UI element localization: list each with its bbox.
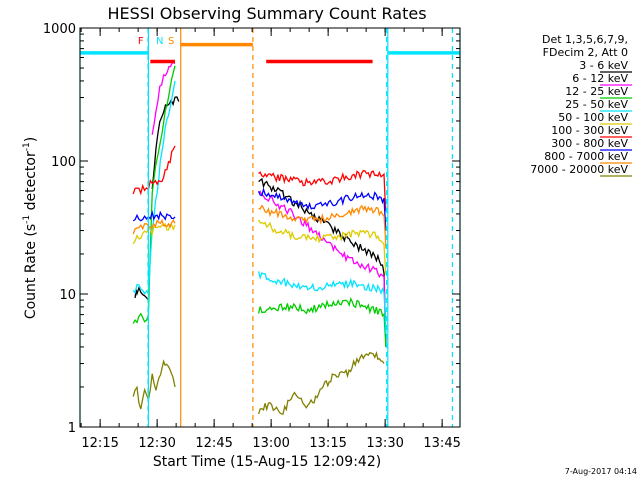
legend-entry-label: 800 - 7000 keV bbox=[544, 150, 628, 163]
marker-letter-n: N bbox=[156, 36, 163, 47]
series-line bbox=[151, 96, 180, 189]
y-axis-label: Count Rate (s-1 detector-1) bbox=[22, 137, 39, 319]
series-line bbox=[132, 359, 176, 410]
legend-entry-label: 50 - 100 keV bbox=[558, 111, 628, 124]
x-axis-label: Start Time (15-Aug-15 12:09:42) bbox=[153, 454, 381, 470]
axis-layer: 12:15 12:30 12:45 13:00 13:15 13:30 13:45 1 10 10… bbox=[43, 22, 461, 451]
series-line bbox=[258, 219, 387, 275]
legend: Det 1,3,5,6,7,9, FDecim 2, Att 0 3 - 6 k… bbox=[530, 33, 632, 177]
y-tick-label: 1 bbox=[68, 421, 76, 436]
legend-header-2: FDecim 2, Att 0 bbox=[543, 46, 628, 59]
x-tick-label: 12:30 bbox=[138, 436, 175, 451]
y-tick-label: 10 bbox=[59, 288, 76, 303]
series-line bbox=[257, 296, 387, 347]
x-tick-label: 13:00 bbox=[252, 436, 289, 451]
series-line bbox=[258, 186, 387, 231]
legend-entry-label: 12 - 25 keV bbox=[565, 85, 628, 98]
plot-frame bbox=[79, 27, 461, 428]
legend-entry-label: 25 - 50 keV bbox=[565, 98, 628, 111]
series-line bbox=[132, 145, 176, 196]
legend-entry-label: 300 - 800 keV bbox=[551, 137, 628, 150]
series-line bbox=[132, 222, 176, 245]
x-tick-label: 13:15 bbox=[309, 436, 346, 451]
legend-entry-label: 6 - 12 keV bbox=[572, 72, 628, 85]
legend-entry-label: 3 - 6 keV bbox=[579, 59, 628, 72]
y-tick-label: 1000 bbox=[43, 22, 76, 37]
y-tick-label: 100 bbox=[51, 155, 76, 170]
chart-title: HESSI Observing Summary Count Rates bbox=[107, 4, 426, 23]
series-line bbox=[258, 169, 387, 212]
series-line bbox=[151, 61, 176, 135]
series-line bbox=[257, 351, 385, 415]
series-line bbox=[257, 271, 387, 335]
series-line bbox=[258, 190, 387, 335]
marker-letter-f: F bbox=[138, 36, 144, 47]
series-line bbox=[132, 218, 176, 235]
x-tick-label: 13:30 bbox=[366, 436, 403, 451]
footer-date: 7-Aug-2017 04:14 bbox=[565, 467, 637, 476]
series-line bbox=[132, 209, 176, 222]
legend-entry-label: 7000 - 20000 keV bbox=[530, 163, 628, 176]
series-line bbox=[132, 65, 176, 324]
series-line bbox=[132, 80, 176, 295]
x-tick-label: 13:45 bbox=[423, 436, 460, 451]
series-line bbox=[258, 204, 387, 249]
series-line bbox=[134, 286, 149, 301]
marker-letter-s: S bbox=[168, 36, 174, 47]
series-line bbox=[258, 177, 387, 347]
x-tick-label: 12:15 bbox=[81, 436, 118, 451]
legend-entry-label: 100 - 300 keV bbox=[551, 124, 628, 137]
x-tick-label: 12:45 bbox=[195, 436, 232, 451]
legend-header-1: Det 1,3,5,6,7,9, bbox=[542, 33, 628, 46]
